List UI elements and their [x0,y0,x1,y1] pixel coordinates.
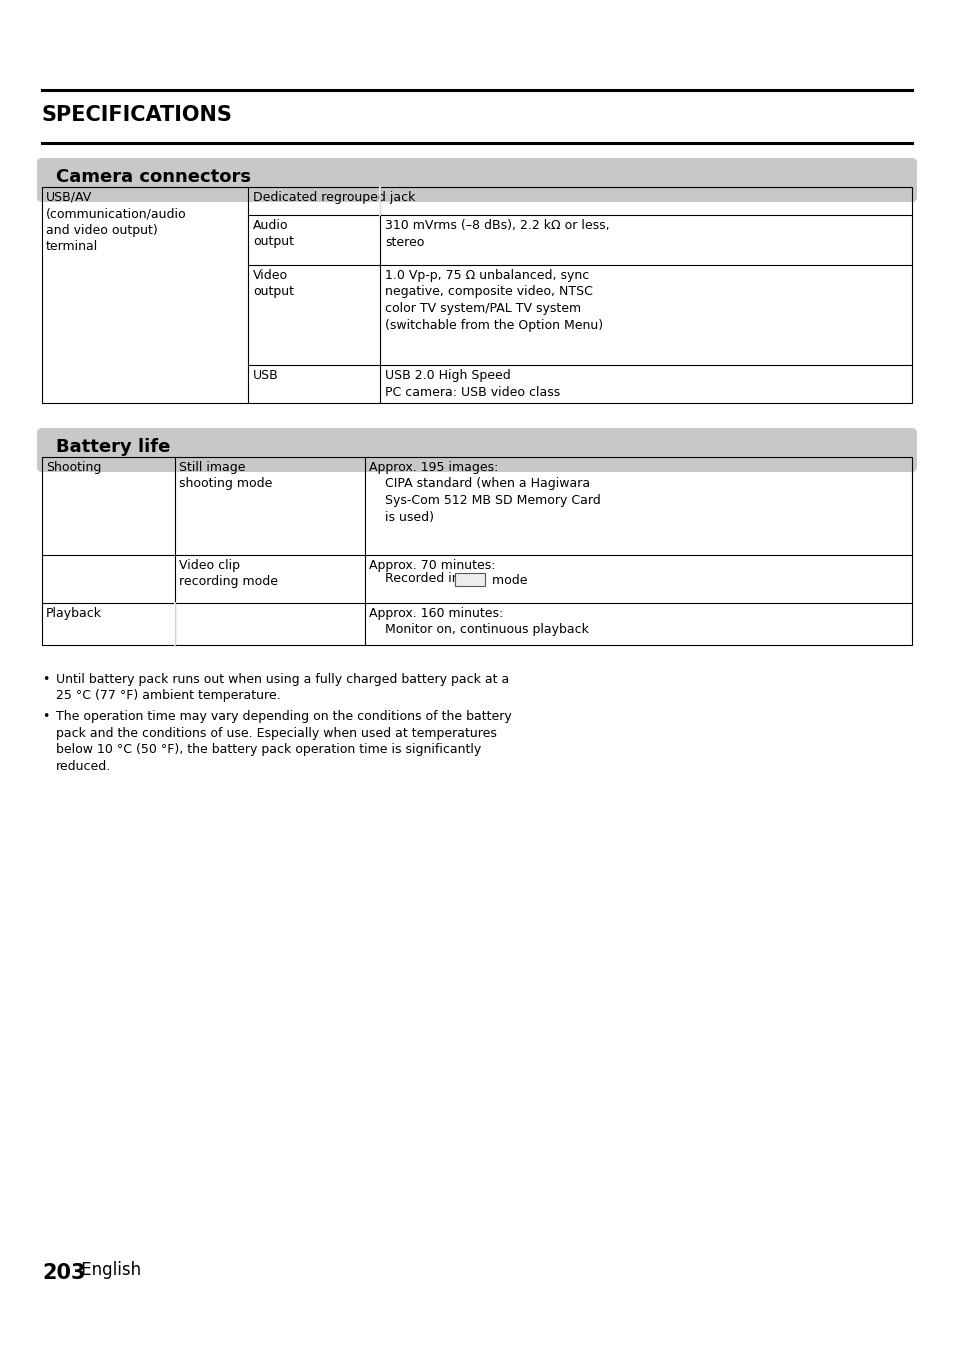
Bar [455,573,484,585]
Text: Playback: Playback [46,607,102,620]
Text: Until battery pack runs out when using a fully charged battery pack at a
25 °C (: Until battery pack runs out when using a… [56,672,509,702]
Text: USB: USB [253,369,278,382]
Text: Still image
shooting mode: Still image shooting mode [179,461,273,491]
Text: Audio
output: Audio output [253,219,294,249]
Text: The operation time may vary depending on the conditions of the battery
pack and : The operation time may vary depending on… [56,710,511,772]
Bar [42,457,911,646]
Text: •: • [42,672,50,686]
Bar [42,187,911,404]
Text: USB/AV
(communication/audio
and video output)
terminal: USB/AV (communication/audio and video ou… [46,191,187,253]
Text: English: English [76,1262,141,1279]
Text: Recorded in: Recorded in [385,573,463,585]
Text: TSHQ: TSHQ [456,573,483,584]
Text: Approx. 195 images:
    CIPA standard (when a Hagiwara
    Sys-Com 512 MB SD Mem: Approx. 195 images: CIPA standard (when … [369,461,600,523]
Text: 1.0 Vp-p, 75 Ω unbalanced, sync
negative, composite video, NTSC
color TV system/: 1.0 Vp-p, 75 Ω unbalanced, sync negative… [385,269,602,331]
FancyBboxPatch shape [37,157,916,202]
Text: SPECIFICATIONS: SPECIFICATIONS [42,105,233,125]
Text: USB 2.0 High Speed
PC camera: USB video class: USB 2.0 High Speed PC camera: USB video … [385,369,559,398]
Text: Video
output: Video output [253,269,294,299]
Text: •: • [42,710,50,724]
Text: Dedicated regrouped jack: Dedicated regrouped jack [253,191,415,204]
Text: mode: mode [488,573,527,586]
Text: Shooting: Shooting [46,461,101,473]
FancyBboxPatch shape [37,428,916,472]
Text: 310 mVrms (–8 dBs), 2.2 kΩ or less,
stereo: 310 mVrms (–8 dBs), 2.2 kΩ or less, ster… [385,219,609,249]
Text: Video clip
recording mode: Video clip recording mode [179,560,277,589]
Text: Approx. 160 minutes:
    Monitor on, continuous playback: Approx. 160 minutes: Monitor on, continu… [369,607,588,636]
Text: Battery life: Battery life [56,438,171,456]
Text: 203: 203 [42,1263,86,1283]
Text: Camera connectors: Camera connectors [56,168,251,186]
Text: Approx. 70 minutes:: Approx. 70 minutes: [369,560,495,572]
